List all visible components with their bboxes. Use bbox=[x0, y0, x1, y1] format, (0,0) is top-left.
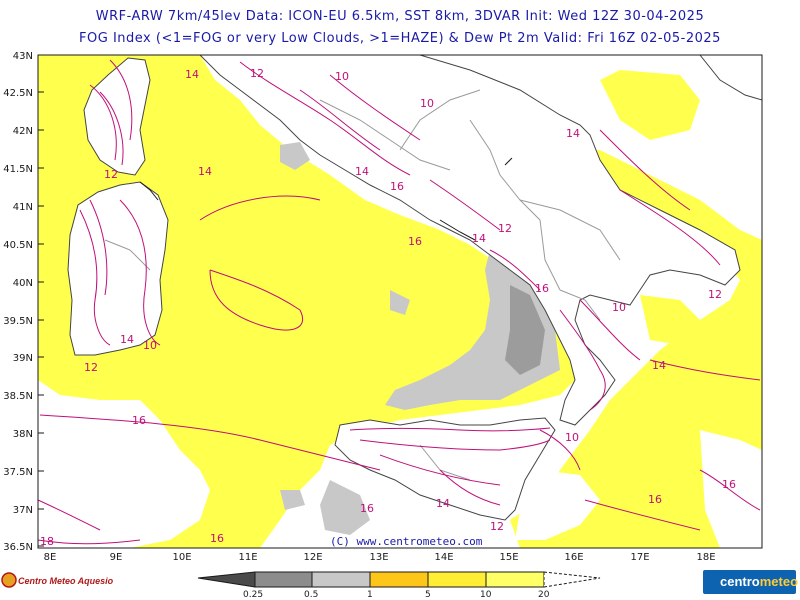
legend-label: 0.5 bbox=[304, 590, 319, 600]
lat-label: 40.5N bbox=[3, 240, 33, 251]
contour-label: 12 bbox=[84, 361, 98, 374]
lat-label: 43N bbox=[13, 51, 33, 62]
contour-label: 18 bbox=[40, 535, 54, 548]
contour-labels: 12 14 10 14 12 14 16 16 14 12 16 18 16 1… bbox=[40, 67, 736, 548]
lat-labels: 43N 42.5N 42N 41.5N 41N 40.5N 40N 39.5N … bbox=[3, 51, 33, 553]
lon-label: 9E bbox=[110, 552, 123, 563]
lat-ticks bbox=[38, 54, 44, 547]
contour-label: 14 bbox=[652, 359, 666, 372]
lat-label: 42N bbox=[13, 126, 33, 137]
lon-label: 13E bbox=[369, 552, 388, 563]
land bbox=[67, 54, 763, 521]
contour-label: 14 bbox=[472, 232, 486, 245]
contour-label: 14 bbox=[566, 127, 580, 140]
legend-label: 5 bbox=[425, 590, 431, 600]
lat-label: 39.5N bbox=[3, 316, 33, 327]
centro-meteo-aquesio-logo bbox=[1, 572, 17, 588]
logo-text-b: meteo bbox=[759, 574, 799, 589]
header-line-2: FOG Index (<1=FOG or very Low Clouds, >1… bbox=[79, 31, 721, 46]
contour-label: 14 bbox=[355, 165, 369, 178]
lat-label: 39N bbox=[13, 353, 33, 364]
legend-swatch-5 bbox=[427, 571, 487, 588]
legend-swatch-3 bbox=[311, 571, 371, 588]
lon-label: 14E bbox=[434, 552, 453, 563]
lat-label: 37.5N bbox=[3, 467, 33, 478]
contour-label: 10 bbox=[143, 339, 157, 352]
contour-label: 10 bbox=[565, 431, 579, 444]
lat-label: 41N bbox=[13, 202, 33, 213]
lat-label: 42.5N bbox=[3, 88, 33, 99]
lat-label: 38N bbox=[13, 429, 33, 440]
lon-label: 18E bbox=[696, 552, 715, 563]
legend-swatch-2 bbox=[254, 571, 313, 588]
lon-label: 15E bbox=[499, 552, 518, 563]
lat-label: 38.5N bbox=[3, 391, 33, 402]
left-logo-text: Centro Meteo Aquesio bbox=[18, 576, 114, 586]
lon-label: 11E bbox=[238, 552, 257, 563]
contour-label: 12 bbox=[498, 222, 512, 235]
lon-label: 12E bbox=[303, 552, 322, 563]
lat-label: 40N bbox=[13, 278, 33, 289]
centrometeo-logo-text[interactable]: centrometeo bbox=[720, 574, 798, 589]
contour-label: 16 bbox=[390, 180, 404, 193]
lat-label: 36.5N bbox=[3, 542, 33, 553]
contour-label: 10 bbox=[335, 70, 349, 83]
legend-label: 20 bbox=[538, 590, 550, 600]
centrometeo-logo[interactable] bbox=[703, 570, 796, 594]
legend-swatch-1 bbox=[197, 571, 256, 588]
coast-details bbox=[139, 157, 513, 241]
legend-scale bbox=[197, 571, 601, 588]
contour-label: 12 bbox=[490, 520, 504, 533]
contour-label: 16 bbox=[360, 502, 374, 515]
contour-label: 16 bbox=[722, 478, 736, 491]
haze-field bbox=[38, 55, 762, 548]
contour-label: 12 bbox=[250, 67, 264, 80]
logo-text-a: centro bbox=[720, 574, 760, 589]
contour-label: 16 bbox=[535, 282, 549, 295]
legend-label: 1 bbox=[367, 590, 373, 600]
contour-label: 10 bbox=[612, 301, 626, 314]
lat-label: 37N bbox=[13, 505, 33, 516]
contour-label: 14 bbox=[436, 497, 450, 510]
lon-label: 17E bbox=[630, 552, 649, 563]
region-borders bbox=[104, 89, 621, 481]
contour-label: 14 bbox=[198, 165, 212, 178]
header-line-1: WRF-ARW 7km/45lev Data: ICON-EU 6.5km, S… bbox=[95, 9, 705, 24]
contour-label: 12 bbox=[708, 288, 722, 301]
legend-swatch-4 bbox=[369, 571, 429, 588]
contour-label: 10 bbox=[420, 97, 434, 110]
dense-fog-areas bbox=[505, 285, 545, 375]
contour-label: 16 bbox=[648, 493, 662, 506]
legend-label: 0.25 bbox=[243, 590, 264, 600]
lon-label: 16E bbox=[564, 552, 583, 563]
contour-label: 14 bbox=[185, 68, 199, 81]
copyright: (C) www.centrometeo.com bbox=[330, 535, 483, 548]
legend-swatch-7 bbox=[543, 571, 601, 588]
lon-label: 10E bbox=[172, 552, 191, 563]
contour-label: 14 bbox=[120, 333, 134, 346]
contour-label: 16 bbox=[132, 414, 146, 427]
contour-label: 12 bbox=[104, 168, 118, 181]
contour-label: 16 bbox=[210, 532, 224, 545]
lat-label: 41.5N bbox=[3, 164, 33, 175]
map-frame bbox=[37, 54, 763, 549]
dewpoint-contours bbox=[37, 59, 761, 545]
lon-label: 8E bbox=[44, 552, 57, 563]
legend-swatch-6 bbox=[485, 571, 545, 588]
contour-label: 16 bbox=[408, 235, 422, 248]
legend-label: 10 bbox=[480, 590, 492, 600]
lon-labels: 8E 9E 10E 11E 12E 13E 14E 15E 16E 17E 18… bbox=[44, 552, 716, 563]
